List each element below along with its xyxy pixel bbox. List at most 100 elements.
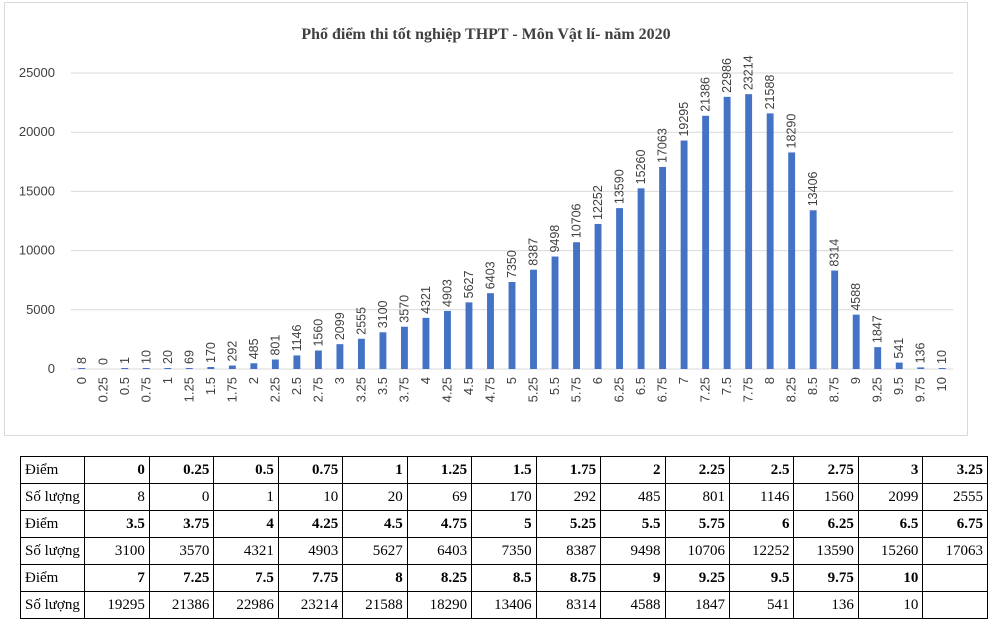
count-row-cell: 0	[148, 483, 215, 511]
score-row-cell: 3.75	[148, 510, 215, 538]
count-row-cell: 10	[277, 483, 344, 511]
y-tick-label: 5000	[26, 302, 55, 317]
bar	[357, 338, 365, 369]
x-tick-label: 6	[590, 377, 605, 384]
score-row-cell: 7.75	[277, 564, 344, 592]
x-tick-label: 3	[332, 377, 347, 384]
count-row: Số lượng 3100 3570 4321 4903 5627 6403 7350 8387…	[19, 537, 988, 565]
data-label: 13406	[806, 171, 820, 206]
x-tick-label: 1	[160, 377, 175, 384]
score-row: Điểm 0 0.25 0.5 0.75 1 1.25 1.5 1.75 2 2.25 2.5 2.75…	[19, 456, 988, 484]
bar	[400, 326, 408, 369]
x-tick-label: 10	[934, 377, 949, 391]
count-row-cell: 801	[664, 483, 730, 511]
score-table-body: Điểm 0 0.25 0.5 0.75 1 1.25 1.5 1.75 2 2.25 2.5 2.75…	[19, 456, 988, 619]
bar	[895, 362, 903, 369]
count-row-cell: 1847	[664, 591, 730, 619]
y-tick-label: 15000	[19, 183, 55, 198]
bar	[250, 363, 258, 369]
score-row-cell: 3.25	[922, 456, 988, 484]
data-label: 1560	[311, 319, 325, 347]
count-row-cell: 3100	[84, 537, 150, 565]
count-row-cell: 1560	[793, 483, 859, 511]
bar	[659, 166, 667, 369]
data-label: 20	[161, 350, 175, 364]
count-row: Số lượng 19295 21386 22986 23214 21588 18290 13…	[19, 591, 988, 619]
bar	[336, 344, 344, 369]
count-row-cell: 13406	[471, 591, 537, 619]
data-label: 4588	[849, 283, 863, 311]
bar	[379, 332, 387, 369]
x-tick-label: 6.75	[655, 377, 670, 402]
bar	[142, 368, 150, 369]
x-tick-label: 8.5	[805, 377, 820, 395]
y-tick-label: 25000	[19, 65, 55, 80]
data-label: 3570	[397, 295, 411, 323]
x-tick-label: 9.5	[891, 377, 906, 395]
gridlines	[71, 72, 953, 370]
x-tick-label: 1.25	[181, 377, 196, 402]
x-tick-label: 4.75	[482, 377, 497, 402]
data-label: 10	[935, 350, 949, 364]
score-row-cell	[922, 564, 988, 592]
count-row-cell: 292	[535, 483, 602, 511]
bar	[723, 96, 731, 369]
x-tick-label: 3.25	[353, 377, 368, 402]
count-row-cell: 23214	[277, 591, 344, 619]
count-row-cell: 21386	[148, 591, 215, 619]
score-row-cell: 1.75	[535, 456, 602, 484]
bar	[271, 359, 279, 369]
x-tick-label: 4	[418, 377, 433, 384]
count-row-header: Số lượng	[19, 537, 86, 565]
count-row-cell: 8314	[535, 591, 602, 619]
data-label: 18290	[785, 114, 799, 149]
score-row-cell: 4.75	[406, 510, 473, 538]
x-tick-label: 8.25	[784, 377, 799, 402]
data-label: 9498	[548, 225, 562, 253]
data-label: 15260	[634, 150, 648, 185]
bar	[530, 269, 537, 369]
x-tick-label: 7	[676, 377, 691, 384]
score-row-cell: 7.5	[213, 564, 279, 592]
data-label: 10706	[570, 203, 584, 238]
score-row-cell: 4.25	[277, 510, 344, 538]
score-row-cell: 5.25	[535, 510, 602, 538]
count-row-cell: 20	[342, 483, 408, 511]
count-row-cell: 8	[84, 483, 150, 511]
data-label: 170	[204, 342, 218, 363]
score-row-cell: 8	[342, 564, 408, 592]
count-row-cell: 17063	[922, 537, 988, 565]
count-row-cell: 10706	[664, 537, 730, 565]
bar	[465, 302, 473, 369]
x-tick-label: 4.5	[461, 377, 476, 395]
score-row-cell: 6	[728, 510, 795, 538]
bar	[508, 281, 516, 369]
x-tick-label: 3.5	[375, 377, 390, 395]
data-label: 12252	[591, 185, 605, 220]
x-tick-label: 1.75	[224, 377, 239, 402]
bar	[766, 113, 774, 370]
data-label: 541	[892, 338, 906, 359]
data-label: 292	[225, 341, 239, 362]
score-row-cell: 8.25	[406, 564, 473, 592]
chart-title: Phổ điểm thi tốt nghiệp THPT - Môn Vật l…	[301, 26, 670, 43]
x-tick-label: 4.25	[439, 377, 454, 402]
x-tick-label: 2	[246, 377, 261, 384]
x-tick-label: 2.25	[267, 377, 282, 402]
count-row-cell: 2099	[857, 483, 924, 511]
score-row-cell: 8.75	[535, 564, 602, 592]
data-label: 21588	[763, 75, 777, 110]
bar	[422, 317, 430, 369]
data-labels: 8 0 1 10 20 69 170 292 485 801 1146 1560 2099 2555 310…	[75, 55, 949, 365]
count-row-cell: 485	[600, 483, 666, 511]
bar	[207, 366, 215, 369]
data-label: 2099	[333, 312, 347, 340]
y-tick-label: 10000	[19, 243, 55, 258]
count-row-cell: 8387	[535, 537, 602, 565]
x-tick-label: 0.5	[117, 377, 132, 395]
score-row-cell: 1.25	[406, 456, 473, 484]
count-row-cell: 4588	[600, 591, 666, 619]
count-row-cell: 6403	[406, 537, 473, 565]
bar	[121, 368, 129, 369]
x-tick-label: 7.25	[698, 377, 713, 402]
